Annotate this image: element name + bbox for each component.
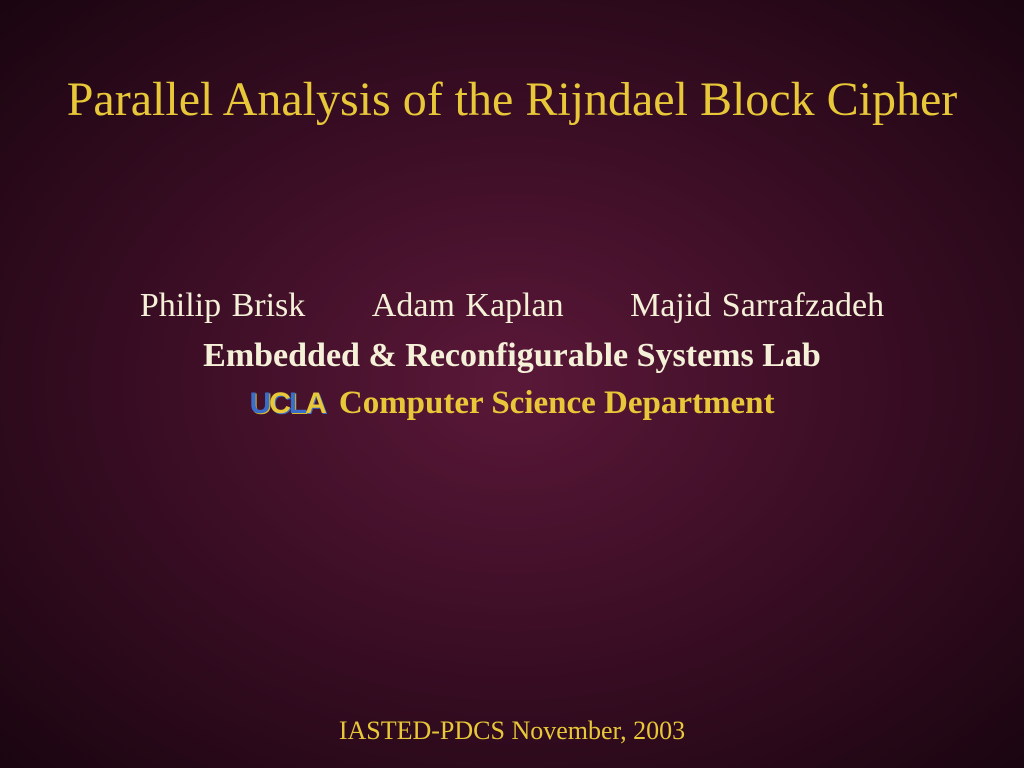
department-name: Computer Science Department [339, 385, 775, 422]
ucla-logo-l: L [289, 389, 305, 419]
ucla-logo: UCLA [250, 389, 325, 419]
author-2: Adam Kaplan [372, 287, 564, 324]
conference-footer: IASTED-PDCS November, 2003 [0, 716, 1024, 746]
slide-title: Parallel Analysis of the Rijndael Block … [0, 0, 1024, 127]
author-1: Philip Brisk [140, 287, 305, 324]
ucla-logo-c: C [269, 389, 289, 419]
department-line: UCLA Computer Science Department [0, 385, 1024, 422]
lab-name: Embedded & Reconfigurable Systems Lab [0, 337, 1024, 375]
author-3: Majid Sarrafzadeh [630, 287, 884, 324]
ucla-logo-u: U [250, 389, 270, 419]
authors-line: Philip Brisk Adam Kaplan Majid Sarrafzad… [0, 287, 1024, 325]
ucla-logo-a: A [305, 389, 325, 419]
